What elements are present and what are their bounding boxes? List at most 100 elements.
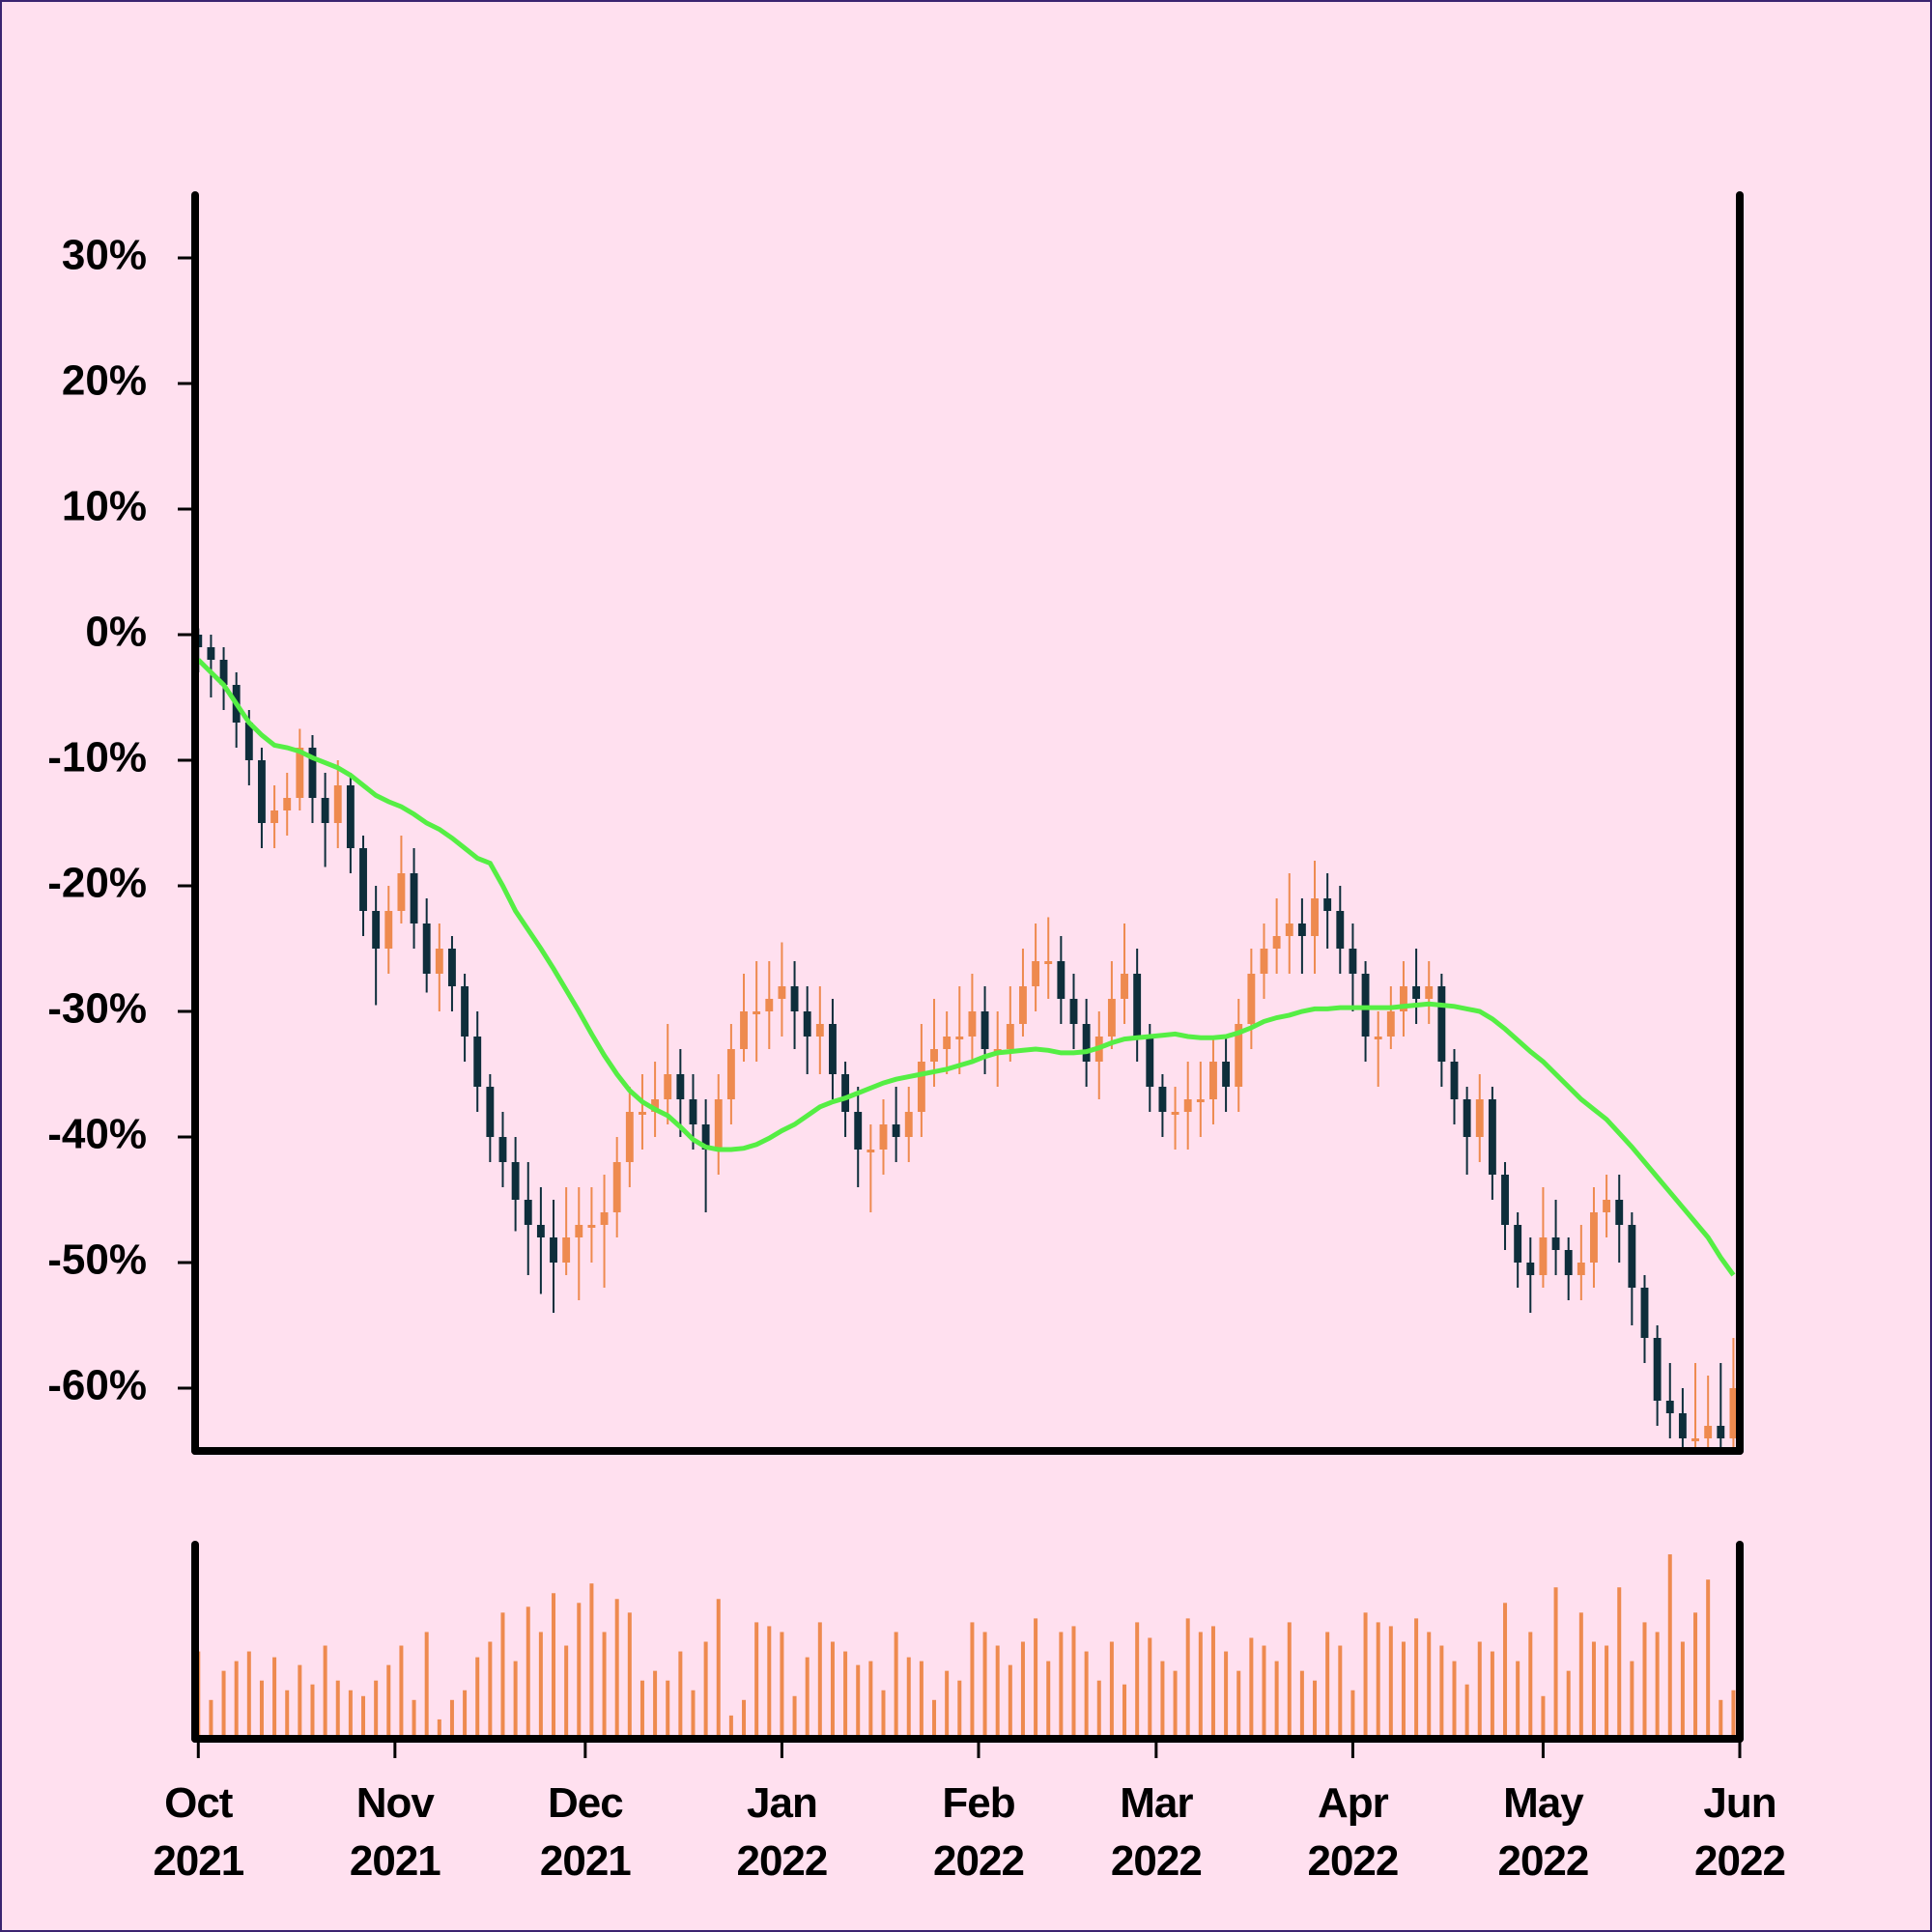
candle-body (283, 798, 292, 810)
x-tick-label: Jan 2022 (736, 1779, 828, 1885)
volume-bar (348, 1690, 353, 1739)
volume-bar (1439, 1645, 1444, 1739)
candle-body (296, 748, 304, 798)
candle-body (1121, 974, 1128, 999)
y-tick-label: -50% (47, 1236, 147, 1284)
candle-body (1044, 961, 1053, 964)
volume-bar (1477, 1641, 1482, 1739)
candle-body (1400, 986, 1407, 1011)
candle-body (1450, 1062, 1459, 1099)
volume-bar (1630, 1661, 1634, 1739)
volume-bar (843, 1651, 848, 1739)
volume-bar (666, 1680, 670, 1739)
candle-body (536, 1225, 545, 1237)
candle-body (1691, 1438, 1699, 1441)
candle-body (384, 911, 393, 949)
volume-bar (1224, 1651, 1229, 1739)
volume-bar (1096, 1680, 1101, 1739)
volume-bar (589, 1583, 594, 1739)
candle-body (1133, 974, 1142, 1037)
candle-body (689, 1099, 697, 1124)
volume-bar (792, 1695, 797, 1739)
x-tick-label: Oct 2021 (153, 1779, 244, 1885)
volume-bar (1325, 1632, 1330, 1739)
volume-bar (805, 1657, 810, 1739)
volume-bar (691, 1690, 696, 1739)
volume-bar (627, 1612, 632, 1739)
volume-bar (602, 1632, 607, 1739)
volume-bar (1376, 1622, 1380, 1739)
volume-bar (817, 1622, 822, 1739)
candle-body (1577, 1263, 1585, 1275)
y-tick-label: 0% (85, 609, 147, 656)
volume-bar (932, 1699, 937, 1739)
candle-body (461, 986, 469, 1037)
volume-bar (970, 1622, 975, 1739)
candle-body (1615, 1200, 1624, 1225)
volume-bar (1046, 1661, 1051, 1739)
volume-bar (1516, 1661, 1520, 1739)
candle-body (1463, 1099, 1471, 1137)
volume-bar (437, 1719, 441, 1739)
candle-body (359, 848, 367, 911)
volume-bar (614, 1599, 619, 1739)
candle-body (1196, 1099, 1205, 1102)
volume-bar (1313, 1680, 1318, 1739)
candle-body (473, 1037, 482, 1087)
candle-body (244, 723, 253, 760)
candle-body (1323, 898, 1332, 911)
volume-bar (1642, 1622, 1647, 1739)
candle-body (1640, 1288, 1649, 1338)
volume-bar (1553, 1587, 1558, 1739)
volume-bar (1185, 1618, 1190, 1739)
candle-body (1209, 1062, 1217, 1099)
volume-bar (1210, 1626, 1215, 1739)
candle-body (1678, 1413, 1687, 1438)
volume-bar (1020, 1641, 1025, 1739)
volume-bar (538, 1632, 543, 1739)
volume-bar (1148, 1637, 1152, 1739)
candle-body (333, 785, 342, 823)
candle-body (841, 1074, 850, 1112)
candle-body (790, 986, 799, 1011)
candle-body (829, 1024, 837, 1074)
candle-body (600, 1212, 609, 1225)
x-tick-label: Apr 2022 (1307, 1779, 1399, 1885)
volume-bar (1160, 1661, 1165, 1739)
candle-body (765, 999, 774, 1011)
volume-bar (881, 1690, 886, 1739)
candle-body (651, 1099, 660, 1112)
candle-body (930, 1049, 938, 1062)
candle-body (1032, 961, 1040, 986)
candle-body (1564, 1250, 1573, 1275)
volume-bar (1008, 1664, 1012, 1739)
volume-bar (728, 1715, 733, 1739)
volume-bar (1566, 1670, 1571, 1739)
volume-bar (1667, 1554, 1672, 1739)
candle-body (1272, 936, 1281, 949)
volume-bar (1464, 1684, 1469, 1739)
candle-body (1590, 1212, 1598, 1263)
candle-body (448, 949, 456, 986)
volume-bar (234, 1661, 239, 1739)
volume-bar (1617, 1587, 1622, 1739)
candle-body (879, 1124, 888, 1150)
volume-bar (1338, 1645, 1343, 1739)
candle-body (372, 911, 381, 949)
volume-bar (475, 1657, 480, 1739)
volume-bar (272, 1657, 277, 1739)
candle-body (664, 1074, 672, 1099)
volume-bar (1262, 1645, 1266, 1739)
volume-bar (906, 1657, 911, 1739)
candle-body (1171, 1112, 1179, 1115)
candle-body (753, 1011, 761, 1014)
volume-bar (830, 1641, 835, 1739)
volume-bar (754, 1622, 759, 1739)
candle-body (346, 785, 355, 848)
x-tick-label: Jun 2022 (1694, 1779, 1786, 1885)
x-tick-label: Feb 2022 (933, 1779, 1025, 1885)
y-tick-label: 30% (62, 232, 147, 279)
volume-bar (374, 1680, 379, 1739)
volume-bar (1591, 1641, 1596, 1739)
candle-body (1704, 1426, 1713, 1438)
